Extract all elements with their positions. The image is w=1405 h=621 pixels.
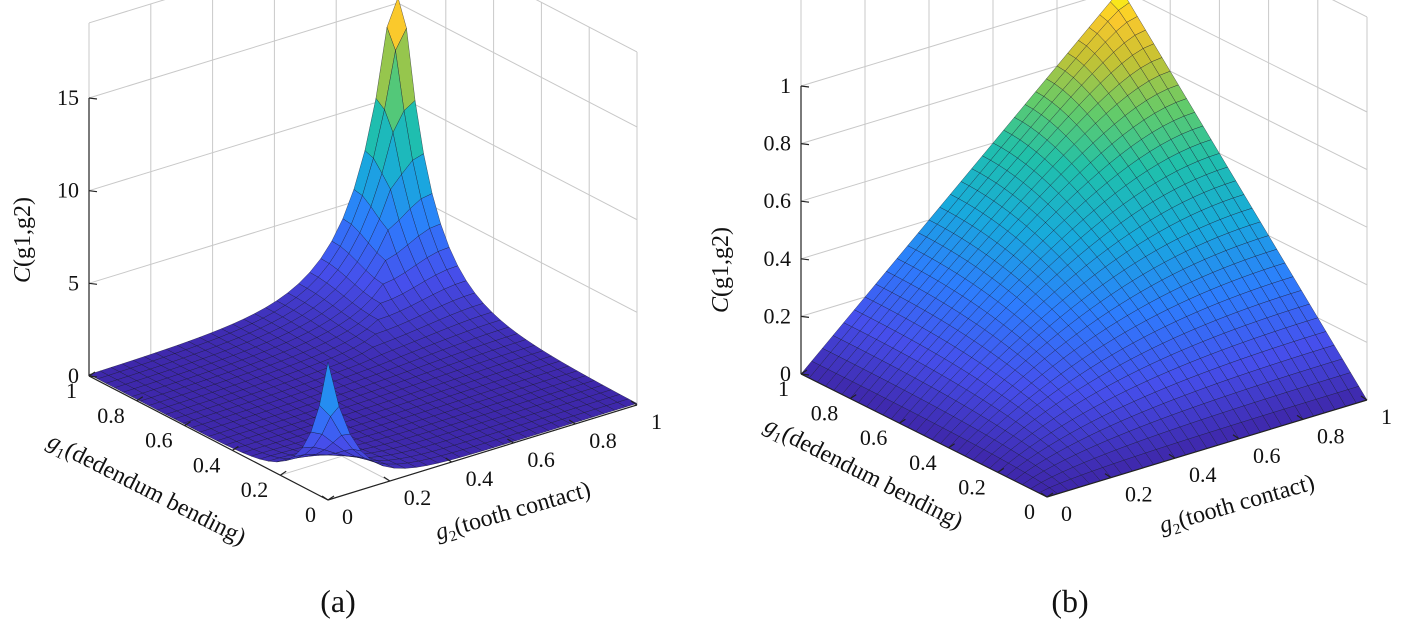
g1-tick-label: 0.8 [97, 403, 125, 428]
caption-b: (b) [1051, 583, 1088, 619]
g2-tick-label: 1 [651, 409, 662, 434]
g1-tick-label: 0 [1024, 499, 1035, 524]
g2-tick-label: 0.6 [1253, 443, 1281, 468]
g2-axis-label: g2(tooth contact) [432, 477, 594, 549]
z-tick-label: 0.2 [764, 303, 792, 328]
z-tick-label: 10 [57, 178, 79, 203]
axes: 00.20.40.60.8100.20.40.60.8100.20.40.60.… [764, 73, 1393, 526]
g1-tick-label: 0.4 [193, 452, 221, 477]
z-tick-label: 0 [68, 363, 79, 388]
g1-axis-line [800, 373, 1048, 498]
g2-tick-label: 0.4 [466, 466, 494, 491]
z-axis-label: C(g1,g2) [10, 197, 36, 283]
g2-tick-label: 0.2 [1125, 482, 1153, 507]
z-tick-label: 0.4 [764, 246, 792, 271]
g2-tick-label: 0.8 [589, 428, 617, 453]
z-tick-label: 0.8 [764, 131, 792, 156]
g2-tick-label: 1 [1381, 404, 1392, 429]
g1-tick-label: 0.8 [811, 401, 839, 426]
g2-tick-label: 0.2 [404, 485, 432, 510]
g2-tick-label: 0.6 [527, 447, 555, 472]
g1-tick-label: 0.4 [909, 450, 937, 475]
surface [88, 0, 638, 469]
g2-axis-line [327, 404, 638, 501]
g2-axis-line [1046, 399, 1368, 498]
g1-axis-line [88, 375, 329, 501]
z-tick-label: 5 [68, 270, 79, 295]
g1-tick-label: 0.6 [145, 428, 173, 453]
g1-tick-label: 1 [778, 376, 789, 401]
g1-tick-label: 1 [66, 378, 77, 403]
g2-axis-label: g2(tooth contact) [1156, 470, 1318, 542]
g1-tick-label: 0.2 [241, 477, 269, 502]
caption-a: (a) [320, 583, 356, 619]
g2-tick-label: 0 [1061, 501, 1072, 526]
g1-tick-label: 0 [305, 502, 316, 527]
g2-tick-label: 0.8 [1317, 423, 1345, 448]
g1-tick-label: 0.6 [860, 425, 888, 450]
z-tick-label: 15 [57, 85, 79, 110]
surface [800, 0, 1368, 498]
panel-a-chart: 05101500.20.40.60.8100.20.40.60.81C(g1,g… [10, 0, 662, 551]
g2-tick-label: 0 [342, 504, 353, 529]
z-tick-label: 1 [780, 73, 791, 98]
g2-tick-label: 0.4 [1189, 462, 1217, 487]
z-tick-label: 0 [780, 361, 791, 386]
z-tick-label: 0.6 [764, 188, 792, 213]
panel-b-chart: 00.20.40.60.8100.20.40.60.8100.20.40.60.… [708, 0, 1393, 542]
surface-patch [319, 361, 340, 417]
g1-tick-label: 0.2 [958, 474, 986, 499]
z-axis-label: C(g1,g2) [708, 227, 734, 313]
